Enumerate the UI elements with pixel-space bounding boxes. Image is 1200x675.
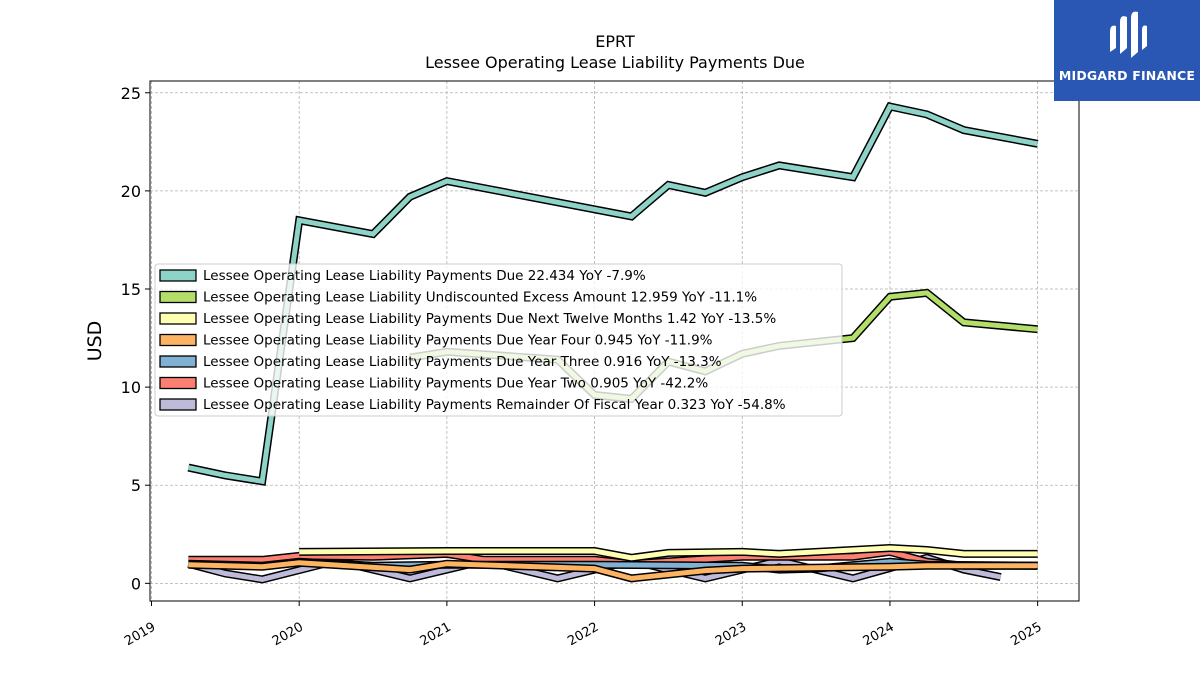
chart-subtitle: Lessee Operating Lease Liability Payment… (425, 53, 805, 72)
y-axis: 0 5 10 15 20 25 (121, 84, 150, 593)
legend-label: Lessee Operating Lease Liability Payment… (203, 311, 776, 327)
logo-emblem-icon (1110, 11, 1147, 59)
legend: Lessee Operating Lease Liability Payment… (154, 263, 843, 417)
y-tick-label: 10 (121, 378, 141, 397)
legend-swatch (159, 269, 197, 282)
logo-text: MIDGARD FINANCE (1058, 68, 1196, 83)
legend-swatch (159, 355, 197, 368)
legend-item: Lessee Operating Lease Liability Payment… (159, 311, 776, 327)
legend-label: Lessee Operating Lease Liability Payment… (203, 376, 708, 392)
y-tick-label: 0 (131, 574, 141, 593)
legend-swatch (159, 290, 197, 304)
legend-label: Lessee Operating Lease Liability Payment… (203, 268, 646, 284)
plot-frame (149, 80, 1080, 602)
y-tick-label: 20 (121, 182, 141, 201)
series-line (188, 558, 1038, 583)
y-axis-label: USD (84, 321, 106, 362)
legend-label: Lessee Operating Lease Liability Payment… (203, 354, 722, 370)
legend-item: Lessee Operating Lease Liability Payment… (159, 333, 713, 349)
y-tick-label: 25 (121, 84, 141, 103)
chart-title: EPRT (595, 32, 635, 51)
series-line-stroke (299, 545, 1038, 561)
legend-box (154, 263, 843, 417)
legend-label: Lessee Operating Lease Liability Undisco… (203, 290, 757, 306)
series-line (299, 543, 1038, 562)
y-tick-label: 15 (121, 280, 141, 299)
series-line-stroke (188, 560, 1038, 581)
legend-item: Lessee Operating Lease Liability Undisco… (159, 290, 757, 306)
legend-swatch (159, 376, 197, 390)
legend-swatch (159, 398, 197, 411)
legend-item: Lessee Operating Lease Liability Payment… (159, 376, 708, 392)
brand-logo: MIDGARD FINANCE (1054, 0, 1200, 101)
legend-label: Lessee Operating Lease Liability Payment… (203, 397, 786, 413)
series-layer (187, 101, 1039, 584)
legend-label: Lessee Operating Lease Liability Payment… (203, 333, 713, 349)
legend-swatch (159, 333, 197, 347)
y-tick-label: 5 (131, 476, 141, 495)
legend-swatch (159, 312, 197, 325)
legend-item: Lessee Operating Lease Liability Payment… (159, 397, 786, 413)
legend-item: Lessee Operating Lease Liability Payment… (159, 268, 646, 284)
legend-item: Lessee Operating Lease Liability Payment… (159, 354, 722, 370)
